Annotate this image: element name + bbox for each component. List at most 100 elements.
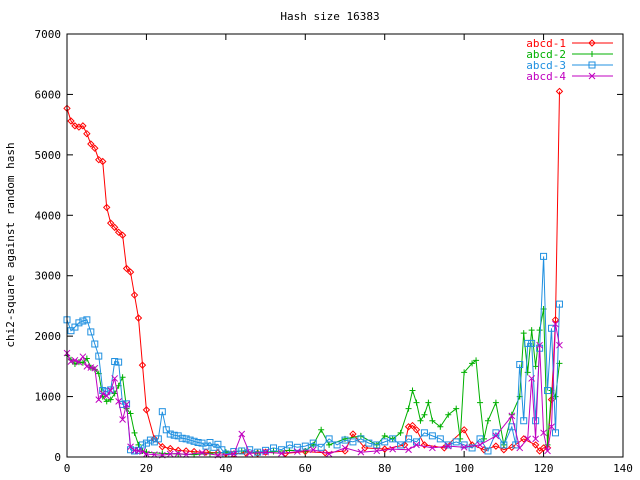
- data-point: [389, 445, 397, 453]
- data-point: [138, 441, 146, 449]
- data-point: [158, 408, 166, 416]
- x-tick-label: 60: [299, 462, 312, 475]
- data-point: [588, 61, 596, 69]
- data-point: [520, 330, 527, 337]
- data-point: [317, 443, 325, 451]
- data-point: [115, 358, 123, 366]
- legend-label: abcd-2: [526, 48, 566, 61]
- data-point: [202, 442, 210, 450]
- data-point: [408, 421, 417, 430]
- legend-entry: abcd-3: [526, 59, 613, 72]
- legend-entry: abcd-1: [526, 37, 613, 50]
- data-point: [420, 441, 429, 449]
- data-point: [110, 223, 119, 232]
- y-tick-label: 0: [54, 451, 61, 464]
- data-point: [87, 328, 95, 336]
- data-point: [293, 448, 301, 455]
- data-point: [123, 401, 130, 408]
- data-point: [536, 327, 543, 334]
- data-point: [95, 352, 103, 360]
- data-point: [453, 405, 460, 412]
- x-tick-label: 40: [219, 462, 232, 475]
- data-point: [524, 339, 532, 347]
- data-point: [67, 358, 75, 365]
- data-point: [556, 341, 563, 349]
- data-point: [544, 441, 551, 448]
- data-point: [437, 423, 444, 430]
- data-point: [166, 430, 174, 438]
- data-point: [162, 426, 170, 434]
- data-point: [540, 252, 548, 260]
- data-point: [428, 432, 436, 440]
- data-point: [492, 432, 500, 440]
- data-point: [301, 442, 309, 450]
- data-point: [143, 450, 150, 458]
- data-point: [413, 441, 420, 449]
- data-point: [103, 392, 111, 400]
- data-point: [67, 327, 75, 335]
- data-point: [115, 398, 122, 405]
- series-layer: [63, 87, 564, 459]
- data-point: [270, 444, 278, 452]
- data-point: [75, 123, 83, 131]
- legend-label: abcd-3: [526, 59, 566, 72]
- data-point: [381, 445, 389, 453]
- chart-title: Hash size 16383: [280, 10, 379, 23]
- data-point: [500, 441, 508, 449]
- data-point: [405, 435, 413, 443]
- data-point: [262, 446, 270, 454]
- data-point: [114, 228, 123, 236]
- data-point: [540, 429, 547, 437]
- x-tick-label: 20: [140, 462, 153, 475]
- data-point: [91, 340, 99, 348]
- data-point: [520, 435, 528, 443]
- data-point: [103, 398, 110, 405]
- data-point: [357, 448, 365, 456]
- data-point: [516, 361, 524, 369]
- data-point: [246, 450, 254, 457]
- data-point: [516, 444, 524, 452]
- series-abcd-3: [63, 252, 563, 458]
- data-point: [71, 122, 79, 130]
- data-point: [477, 399, 484, 406]
- data-point: [79, 353, 87, 361]
- y-axis-label: chi2-square against random hash: [4, 142, 17, 347]
- data-point: [536, 341, 543, 349]
- data-point: [341, 436, 349, 444]
- data-point: [142, 406, 151, 414]
- data-point: [186, 436, 194, 444]
- data-point: [111, 375, 119, 382]
- data-point: [551, 429, 559, 437]
- data-point: [551, 316, 560, 324]
- data-point: [214, 440, 222, 448]
- data-point: [79, 122, 87, 130]
- data-point: [138, 361, 147, 369]
- x-tick-label: 100: [454, 462, 474, 475]
- data-point: [87, 140, 95, 148]
- y-tick-label: 5000: [35, 149, 62, 162]
- data-point: [397, 429, 404, 436]
- data-point: [417, 417, 424, 424]
- data-point: [158, 443, 167, 451]
- data-point: [476, 441, 484, 449]
- data-point: [555, 300, 563, 308]
- data-point: [278, 450, 285, 457]
- data-point: [532, 363, 539, 370]
- data-point: [67, 117, 75, 125]
- data-point: [381, 432, 388, 439]
- data-point: [412, 426, 421, 434]
- data-point: [326, 441, 333, 448]
- data-point: [535, 447, 544, 455]
- data-point: [532, 435, 539, 443]
- data-point: [508, 412, 516, 420]
- data-point: [325, 435, 333, 443]
- data-point: [445, 411, 452, 418]
- data-point: [361, 444, 369, 452]
- data-point: [174, 432, 182, 440]
- data-point: [325, 450, 333, 458]
- data-point: [547, 395, 556, 404]
- data-point: [333, 441, 341, 449]
- data-point: [500, 446, 508, 454]
- data-point: [107, 396, 114, 403]
